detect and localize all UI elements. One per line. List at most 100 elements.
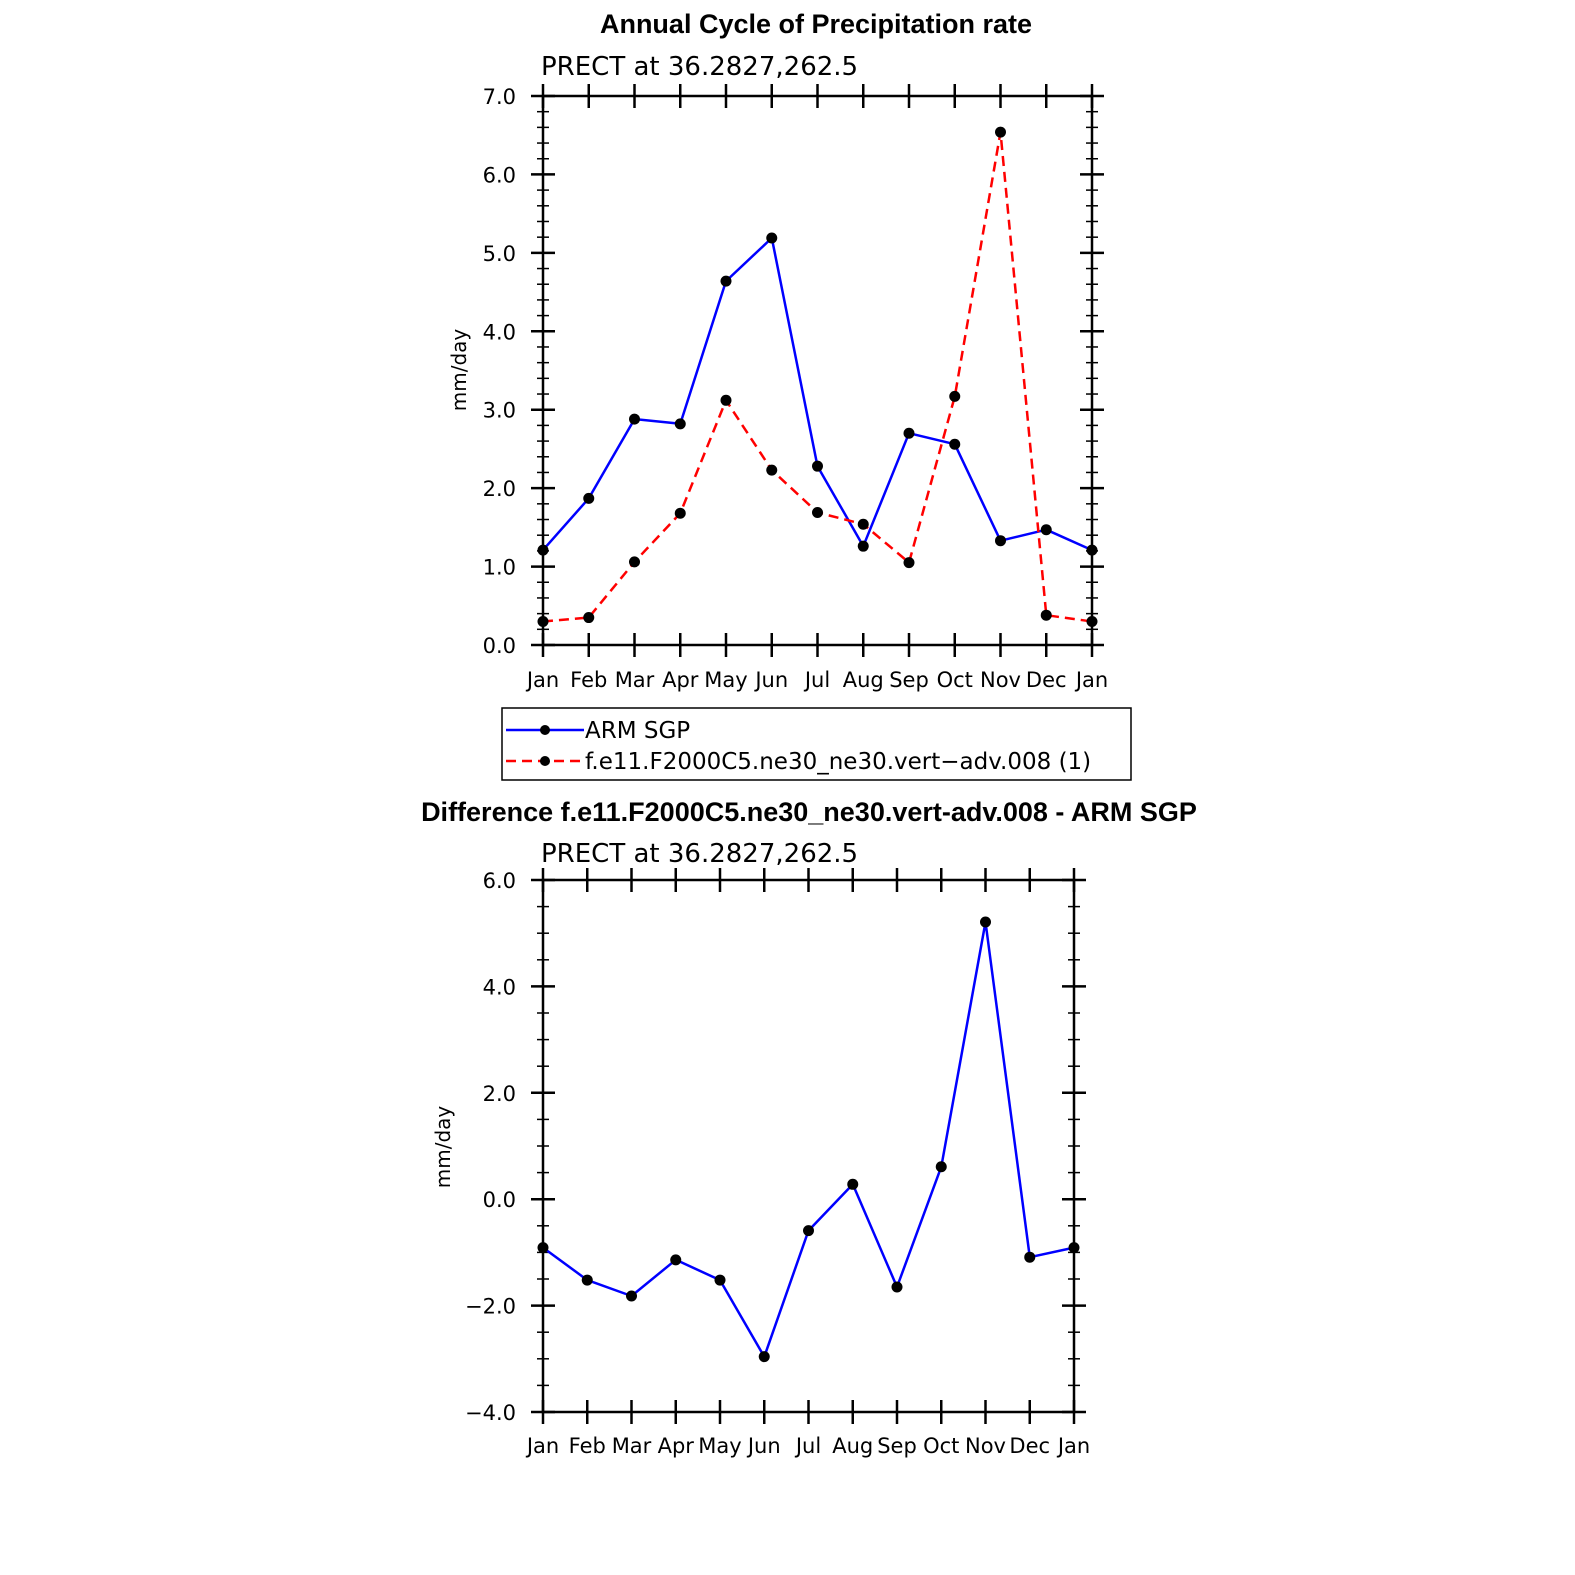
- y-tick-label: 0.0: [483, 634, 516, 658]
- chart-difference: Difference f.e11.F2000C5.ne30_ne30.vert-…: [421, 797, 1197, 1458]
- x-tick-label: Feb: [570, 668, 607, 692]
- series-1-point: [1040, 609, 1052, 621]
- series-1-point: [812, 506, 823, 518]
- series-0-point: [891, 1281, 903, 1293]
- series-0-point: [1086, 544, 1098, 556]
- series-line-0: [542, 920, 1075, 1358]
- legend-label-arm-sgp: ARM SGP: [585, 718, 690, 744]
- y-tick-label: 0.0: [483, 1188, 516, 1212]
- legend-marker-model: [540, 756, 550, 766]
- legend-label-model: f.e11.F2000C5.ne30_ne30.vert−adv.008 (1): [585, 749, 1091, 775]
- x-tick-label: Sep: [889, 668, 929, 692]
- x-tick-label: Jan: [1056, 1434, 1090, 1458]
- y-tick-label: 3.0: [483, 399, 516, 423]
- y-tick-label: 2.0: [483, 1082, 516, 1106]
- series-1-point: [857, 518, 869, 530]
- x-tick-label: Aug: [843, 668, 884, 692]
- x-tick-label: Oct: [923, 1434, 959, 1458]
- series-line-0: [542, 236, 1093, 552]
- series-0-point: [812, 460, 823, 472]
- series-0-point: [803, 1225, 814, 1237]
- series-0-point: [626, 1290, 637, 1302]
- series-0-point: [720, 275, 732, 287]
- y-tick-label: 4.0: [483, 320, 516, 344]
- y-tick-label: 6.0: [483, 163, 516, 187]
- y-tick-label: 4.0: [483, 975, 516, 999]
- x-tick-label: May: [704, 668, 747, 692]
- chart-annual-cycle: Annual Cycle of Precipitation rate PRECT…: [447, 9, 1132, 781]
- x-tick-label: Mar: [615, 668, 655, 692]
- y-tick-label: 1.0: [483, 556, 516, 580]
- series-1-point: [995, 126, 1006, 138]
- x-tick-label: Feb: [569, 1434, 606, 1458]
- x-tick-label: Apr: [662, 668, 699, 692]
- chart1-ylabel: mm/day: [447, 329, 471, 412]
- series-0-point: [674, 418, 686, 430]
- series-0-point: [995, 535, 1006, 547]
- series-1-point: [583, 612, 595, 624]
- x-tick-label: Jun: [746, 1434, 781, 1458]
- x-tick-label: Oct: [937, 668, 973, 692]
- chart2-plot-area: −4.0 −2.0 0.0 2.0 4.0 6.0 Jan Feb Mar Apr May Jun Ju…: [465, 868, 1090, 1458]
- series-1-point: [949, 390, 961, 402]
- legend-entry-model: f.e11.F2000C5.ne30_ne30.vert−adv.008 (1): [506, 749, 1091, 775]
- series-0-point: [1024, 1251, 1036, 1263]
- chart2-subtitle: PRECT at 36.2827,262.5: [541, 839, 858, 869]
- series-1-point: [1086, 615, 1098, 627]
- series-0-point: [949, 438, 961, 450]
- x-tick-label: Jan: [1074, 668, 1108, 692]
- series-1-point: [766, 464, 778, 476]
- x-tick-label: Nov: [980, 668, 1021, 692]
- y-tick-label: −2.0: [465, 1295, 516, 1319]
- x-tick-label: Nov: [965, 1434, 1006, 1458]
- series-0-point: [714, 1274, 726, 1286]
- x-tick-label: Dec: [1026, 668, 1067, 692]
- x-tick-label: Aug: [832, 1434, 873, 1458]
- series-0-point: [766, 232, 778, 244]
- series-0-point: [670, 1254, 682, 1266]
- y-tick-label: 7.0: [483, 85, 516, 109]
- series-0-point: [903, 427, 915, 439]
- series-0-point: [847, 1178, 859, 1190]
- chart1-title: Annual Cycle of Precipitation rate: [600, 9, 1032, 39]
- y-tick-label: 5.0: [483, 242, 516, 266]
- series-0-point: [537, 544, 549, 556]
- series-0-point: [581, 1274, 593, 1286]
- x-tick-label: Jun: [753, 668, 788, 692]
- series-1-point: [629, 556, 640, 568]
- series-1-point: [674, 507, 686, 519]
- y-tick-label: 6.0: [483, 869, 516, 893]
- series-line-1: [542, 130, 1093, 623]
- series-0-point: [758, 1351, 770, 1363]
- legend-marker-arm-sgp: [540, 725, 550, 735]
- series-0-point: [629, 413, 640, 425]
- chart1-subtitle: PRECT at 36.2827,262.5: [541, 52, 858, 82]
- series-1-point: [720, 394, 732, 406]
- series-0-point: [980, 916, 991, 928]
- plot-frame: [541, 94, 1094, 647]
- x-tick-label: Jul: [794, 1434, 821, 1458]
- series-0-point: [583, 492, 595, 504]
- series-1-point: [903, 557, 915, 569]
- plot-frame: [541, 878, 1076, 1414]
- y-tick-label: 2.0: [483, 477, 516, 501]
- x-tick-label: Jul: [803, 668, 830, 692]
- x-tick-label: Mar: [612, 1434, 652, 1458]
- series-0-point: [1068, 1242, 1080, 1254]
- series-1-point: [537, 615, 549, 627]
- series-0-point: [1040, 524, 1052, 536]
- chart2-ylabel: mm/day: [431, 1106, 455, 1189]
- chart1-legend: ARM SGP f.e11.F2000C5.ne30_ne30.vert−adv…: [501, 707, 1132, 781]
- x-tick-label: Sep: [877, 1434, 917, 1458]
- x-tick-label: May: [698, 1434, 741, 1458]
- x-tick-label: Dec: [1009, 1434, 1050, 1458]
- series-0-point: [935, 1161, 947, 1173]
- y-tick-label: −4.0: [465, 1401, 516, 1425]
- legend-entry-arm-sgp: ARM SGP: [506, 718, 690, 744]
- x-tick-label: Apr: [658, 1434, 695, 1458]
- x-tick-label: Jan: [525, 668, 559, 692]
- series-0-point: [537, 1242, 549, 1254]
- legend-box: [501, 707, 1132, 781]
